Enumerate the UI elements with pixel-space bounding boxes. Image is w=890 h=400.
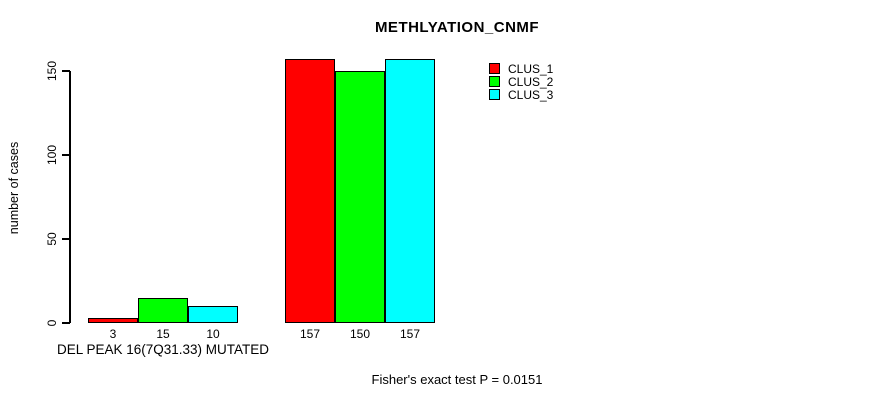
y-axis-tick-label: 100	[45, 144, 59, 166]
y-axis-tick	[62, 154, 70, 156]
legend-item: CLUS_2	[489, 74, 554, 89]
legend-item: CLUS_3	[489, 87, 554, 102]
legend-swatch-clus-3	[489, 89, 500, 100]
y-axis-line	[69, 71, 71, 323]
y-axis-tick	[62, 70, 70, 72]
legend-label: CLUS_2	[508, 74, 554, 89]
legend-label: CLUS_1	[508, 61, 554, 76]
legend-label: CLUS_3	[508, 87, 554, 102]
legend: CLUS_1 CLUS_2 CLUS_3	[489, 61, 554, 102]
legend-swatch-clus-1	[489, 63, 500, 74]
bar-clus_3	[385, 59, 435, 323]
bar-value-label: 15	[156, 327, 170, 341]
bar-clus_1	[88, 317, 138, 323]
bar-value-label: 150	[349, 327, 371, 341]
bar-clus_2	[138, 297, 188, 323]
bar-clus_1	[285, 59, 335, 323]
y-axis-tick	[62, 322, 70, 324]
bar-clus_3	[188, 306, 238, 323]
bar-value-label: 3	[109, 327, 117, 341]
legend-swatch-clus-2	[489, 76, 500, 87]
x-axis-group-label: DEL PEAK 16(7Q31.33) MUTATED	[56, 342, 270, 357]
bar-clus_2	[335, 71, 385, 323]
legend-item: CLUS_1	[489, 61, 554, 76]
y-axis-tick-label: 150	[45, 60, 59, 82]
fisher-test-annotation: Fisher's exact test P = 0.0151	[371, 372, 543, 387]
bar-value-label: 10	[206, 327, 220, 341]
y-axis-tick-label: 50	[45, 232, 59, 246]
bar-value-label: 157	[399, 327, 421, 341]
bar-value-label: 157	[299, 327, 321, 341]
y-axis-tick-label: 0	[45, 319, 59, 327]
chart-title: METHLYATION_CNMF	[374, 19, 540, 36]
y-axis-tick	[62, 238, 70, 240]
